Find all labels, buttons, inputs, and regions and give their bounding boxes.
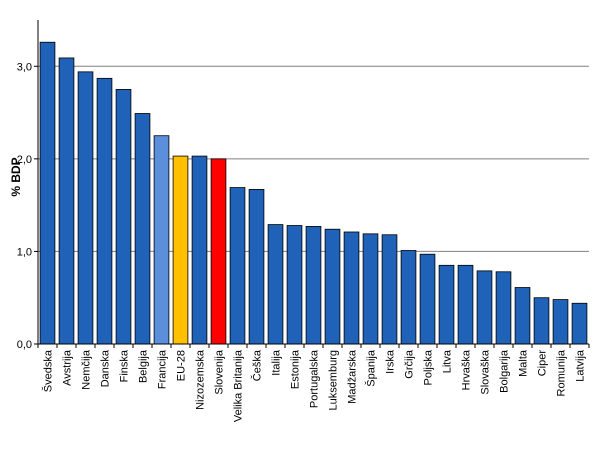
bar-layer	[39, 41, 588, 345]
bar	[248, 189, 265, 345]
x-tick-label: EU-28	[176, 350, 188, 381]
bar	[58, 57, 75, 345]
bar	[438, 264, 455, 345]
x-tick-label: Danska	[100, 349, 112, 387]
x-tick-label: Italija	[271, 349, 283, 376]
bar	[381, 234, 398, 345]
x-tick-label: Hrvaška	[461, 349, 473, 390]
x-tick-label: Finska	[119, 349, 131, 382]
bar	[571, 302, 588, 345]
bar	[343, 231, 360, 345]
x-tick-label: Litva	[442, 349, 454, 373]
bar	[362, 233, 379, 345]
bar	[305, 226, 322, 345]
y-tick-label: 2,0	[17, 154, 32, 166]
bar	[96, 77, 113, 345]
x-tick-label: Estonija	[290, 349, 302, 389]
y-tick-labels: 0,0 1,0 2,0 3,0	[17, 61, 32, 351]
bar	[419, 253, 436, 345]
bar	[77, 71, 94, 345]
axis-layer	[34, 20, 590, 348]
x-tick-label: Ciper	[537, 350, 549, 377]
y-axis-label: % BDP	[9, 157, 23, 196]
bar	[457, 264, 474, 345]
bar	[153, 135, 170, 345]
bar	[39, 41, 56, 345]
x-tick-label: Nizozemska	[195, 349, 207, 410]
y-tick-label: 0,0	[17, 339, 32, 351]
bar	[286, 225, 303, 345]
x-tick-labels: Švedska Avstrija Nemčija Danska Finska Belgij…	[42, 349, 587, 422]
x-tick-label: Bolgarija	[499, 349, 511, 393]
bar	[476, 270, 493, 345]
x-tick-label: Češka	[251, 349, 264, 381]
x-tick-label: Avstrija	[62, 349, 74, 386]
bar	[514, 287, 531, 345]
bar	[210, 158, 227, 345]
x-tick-label: Irska	[385, 349, 397, 374]
y-tick-label: 1,0	[17, 246, 32, 258]
x-tick-label: Slovaška	[480, 349, 492, 395]
x-tick-label: Portugalska	[309, 349, 321, 408]
y-tick-label: 3,0	[17, 61, 32, 73]
x-tick-label: Nemčija	[81, 349, 93, 390]
bar	[533, 297, 550, 345]
bar	[495, 271, 512, 345]
x-tick-label: Slovenija	[214, 349, 226, 395]
bar	[400, 250, 417, 345]
x-tick-label: Velika Britanija	[233, 349, 245, 422]
bar	[172, 155, 189, 345]
x-tick-label: Grčija	[404, 349, 416, 379]
x-tick-label: Romunija	[556, 349, 568, 396]
bar	[115, 89, 132, 345]
x-tick-label: Malta	[518, 349, 530, 377]
bar	[134, 113, 151, 345]
bar	[267, 224, 284, 345]
bar	[552, 299, 569, 345]
x-tick-label: Belgija	[138, 349, 150, 383]
x-tick-label: Švedska	[42, 349, 55, 392]
bar	[191, 155, 208, 345]
x-tick-label: Španija	[365, 349, 378, 387]
bar	[229, 187, 246, 345]
bar	[324, 228, 341, 345]
x-tick-label: Madžarska	[347, 349, 359, 404]
x-tick-label: Latvija	[575, 349, 587, 382]
x-tick-label: Luksemburg	[328, 350, 340, 411]
x-tick-label: Poljska	[423, 349, 435, 385]
x-tick-label: Francija	[157, 349, 169, 389]
